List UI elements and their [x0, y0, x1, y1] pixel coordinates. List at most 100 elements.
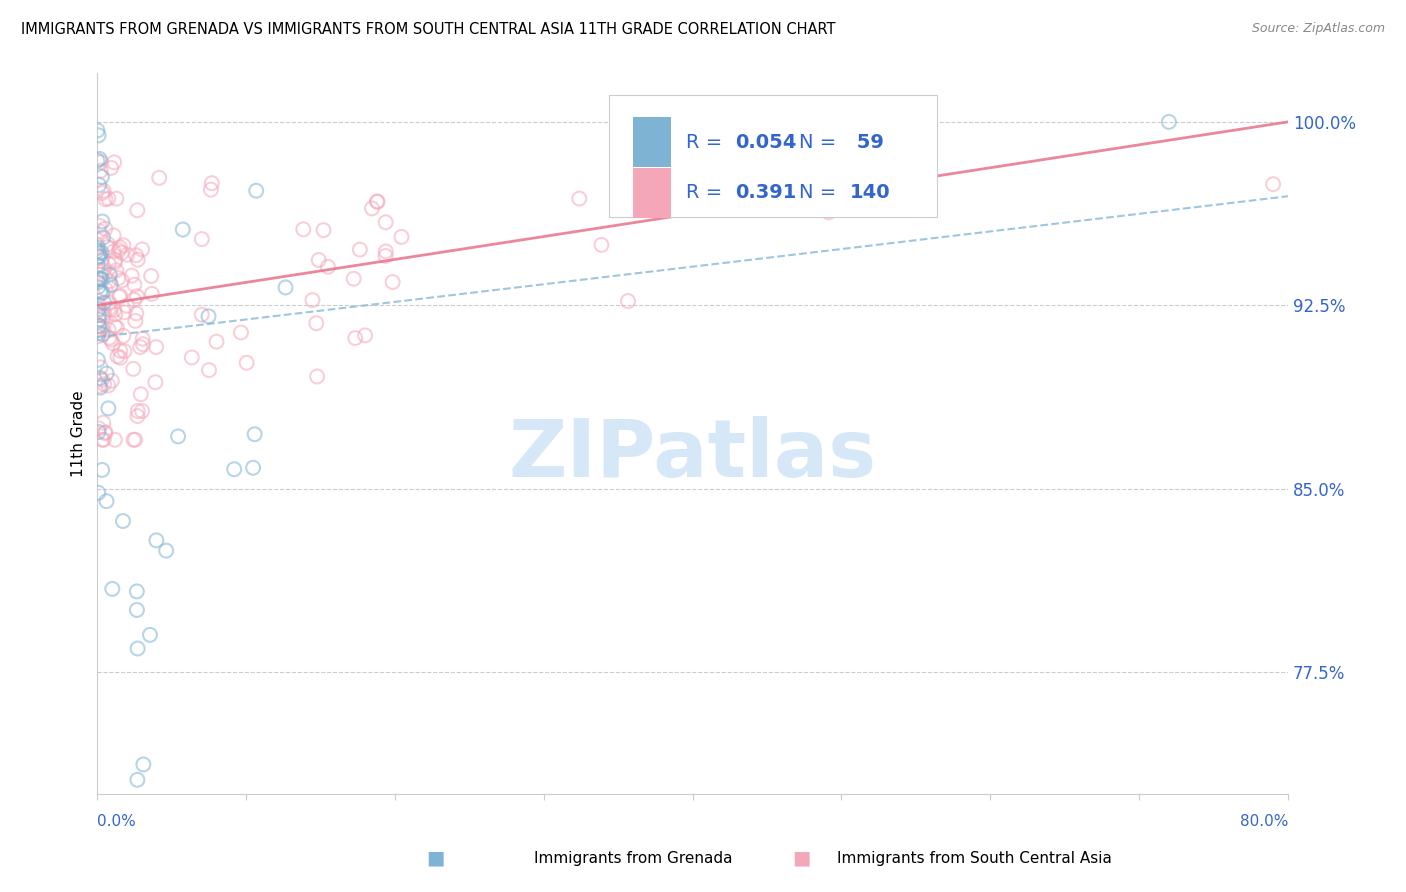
Point	[86, 238, 108, 252]
Text: 0.0%: 0.0%	[97, 814, 136, 829]
Point	[98, 268, 121, 282]
Point	[756, 173, 779, 187]
Point	[98, 274, 121, 288]
Point	[89, 219, 111, 233]
Text: Source: ZipAtlas.com: Source: ZipAtlas.com	[1251, 22, 1385, 36]
Point	[87, 301, 110, 316]
Point	[103, 303, 125, 318]
Point	[125, 306, 148, 320]
Point	[1157, 115, 1180, 129]
Point	[308, 252, 330, 267]
Point	[316, 260, 339, 274]
Point	[100, 161, 122, 175]
Point	[312, 223, 335, 237]
Point	[104, 252, 127, 267]
Point	[141, 286, 163, 301]
Point	[127, 252, 149, 267]
Point	[89, 308, 111, 322]
Point	[101, 374, 124, 388]
Point	[100, 277, 122, 292]
Text: 0.391: 0.391	[735, 184, 797, 202]
Point	[131, 404, 153, 418]
Point	[591, 238, 613, 252]
Point	[94, 221, 117, 235]
Point	[117, 248, 139, 262]
Point	[112, 329, 135, 343]
Point	[86, 123, 108, 137]
Point	[90, 163, 112, 178]
Point	[127, 641, 149, 656]
Point	[148, 170, 170, 185]
Point	[129, 340, 152, 354]
Point	[121, 268, 143, 283]
Point	[105, 192, 128, 206]
Point	[91, 272, 114, 286]
Point	[100, 333, 122, 347]
Point	[139, 628, 162, 642]
Point	[145, 533, 167, 548]
Point	[91, 214, 114, 228]
Point	[243, 427, 266, 442]
Point	[89, 152, 111, 166]
Text: 0.054: 0.054	[735, 133, 797, 152]
Text: Immigrants from South Central Asia: Immigrants from South Central Asia	[837, 851, 1112, 865]
Text: 59: 59	[849, 133, 884, 152]
Point	[366, 194, 388, 209]
Point	[307, 369, 329, 384]
Point	[94, 425, 117, 440]
Point	[87, 128, 110, 143]
Point	[87, 313, 110, 327]
Point	[112, 305, 135, 319]
FancyBboxPatch shape	[609, 95, 936, 218]
Point	[87, 421, 110, 435]
Point	[87, 298, 110, 312]
Point	[97, 378, 120, 392]
Point	[93, 377, 115, 392]
Point	[89, 246, 111, 260]
Point	[94, 283, 117, 297]
Point	[90, 285, 112, 300]
Point	[91, 186, 114, 200]
Point	[724, 123, 747, 137]
Point	[87, 304, 110, 318]
Point	[344, 331, 367, 345]
Point	[87, 280, 110, 294]
Point	[94, 192, 117, 206]
Point	[93, 263, 115, 277]
Y-axis label: 11th Grade: 11th Grade	[72, 391, 86, 477]
Point	[108, 241, 131, 255]
Point	[115, 299, 138, 313]
Point	[343, 271, 366, 285]
Point	[114, 344, 136, 359]
Point	[354, 328, 377, 343]
Point	[98, 296, 121, 310]
Point	[97, 237, 120, 252]
Point	[125, 248, 148, 262]
Point	[361, 202, 384, 216]
Point	[91, 230, 114, 244]
Point	[301, 293, 323, 307]
Point	[127, 203, 149, 218]
Point	[224, 462, 246, 476]
Point	[887, 153, 910, 167]
Point	[98, 331, 121, 345]
Point	[155, 543, 177, 558]
Point	[97, 301, 120, 316]
Point	[97, 192, 120, 206]
Point	[110, 343, 132, 358]
Point	[87, 485, 110, 500]
Text: ■: ■	[426, 848, 446, 868]
Point	[90, 268, 112, 282]
Point	[98, 302, 121, 317]
Point	[91, 327, 114, 342]
Point	[305, 316, 328, 330]
Point	[90, 245, 112, 260]
Bar	[633, 117, 671, 168]
Point	[817, 205, 839, 219]
Point	[381, 275, 404, 289]
Point	[87, 318, 110, 333]
Point	[124, 277, 146, 292]
Point	[91, 463, 114, 477]
Text: R =: R =	[686, 184, 728, 202]
Point	[94, 426, 117, 441]
